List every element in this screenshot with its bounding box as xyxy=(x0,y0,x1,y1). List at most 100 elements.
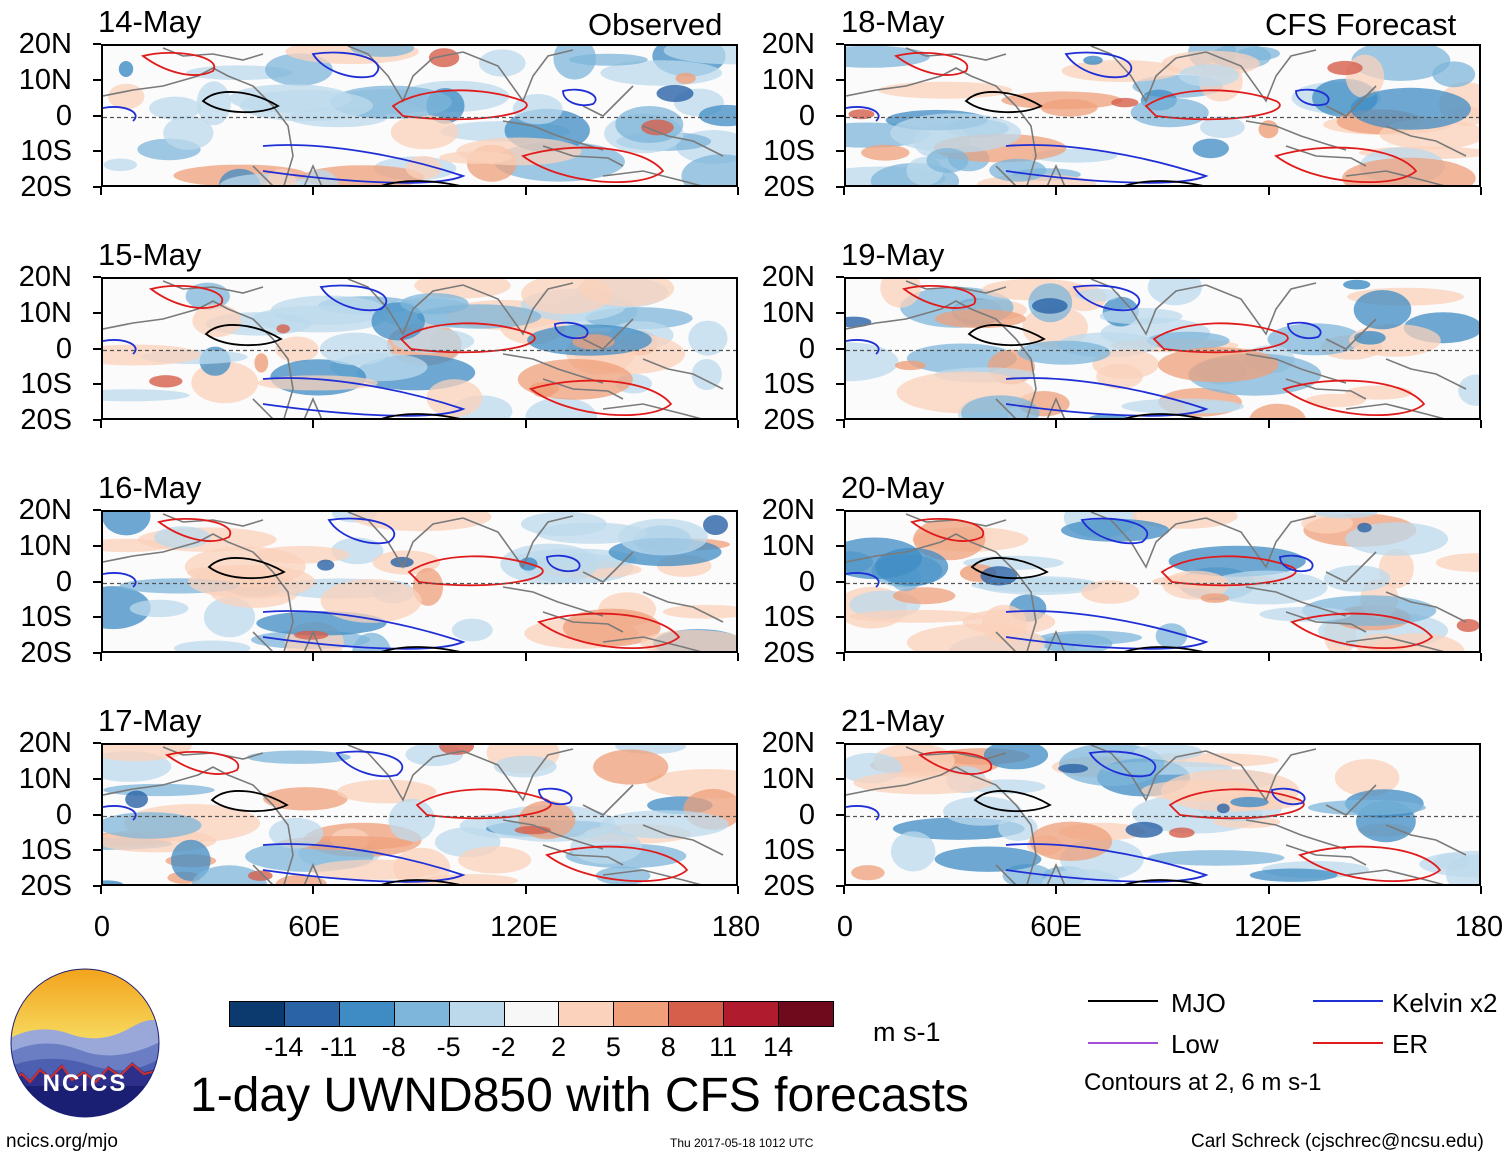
kelvin-contour xyxy=(262,377,466,417)
anomaly-shading xyxy=(851,865,885,881)
kelvin-contour xyxy=(1005,377,1209,417)
ncics-logo: NCICS xyxy=(10,968,160,1118)
coastline xyxy=(103,67,294,185)
anomaly-core xyxy=(1357,522,1372,533)
y-tick xyxy=(836,777,844,780)
coastline xyxy=(502,819,604,850)
x-tick xyxy=(100,886,102,894)
anomaly-shading xyxy=(129,599,189,618)
anomaly-shading xyxy=(154,526,211,549)
y-tick xyxy=(836,186,844,188)
anomaly-shading xyxy=(890,113,1022,153)
kelvin-contour xyxy=(311,51,380,79)
anomaly-shading xyxy=(1161,769,1300,812)
coastline xyxy=(347,279,464,336)
coastline xyxy=(846,67,1037,185)
map-panel xyxy=(101,44,738,187)
y-tick xyxy=(836,276,844,278)
x-tick xyxy=(737,653,739,661)
y-tick-label: 0 xyxy=(55,99,72,132)
coastline xyxy=(642,591,724,623)
anomaly-core xyxy=(1083,55,1103,65)
anomaly-shading xyxy=(191,865,267,884)
anomaly-shading xyxy=(1353,290,1412,330)
map-panel xyxy=(844,44,1481,187)
y-tick-label: 20S xyxy=(763,171,815,203)
coastline xyxy=(103,766,294,884)
y-tick xyxy=(836,150,844,153)
mjo-contour xyxy=(1124,413,1203,418)
er-contour xyxy=(537,612,681,650)
map-panel-graphic xyxy=(103,512,736,651)
anomaly-core xyxy=(1200,593,1230,603)
colorbar-segment xyxy=(283,1001,340,1027)
anomaly-shading xyxy=(943,796,1022,826)
anomaly-shading xyxy=(257,375,378,391)
anomaly-shading xyxy=(1345,522,1448,556)
anomaly-shading xyxy=(187,565,277,581)
anomaly-core xyxy=(980,566,1018,586)
anomaly-shading xyxy=(1158,347,1279,383)
anomaly-core xyxy=(1058,763,1089,774)
coastline xyxy=(303,396,323,418)
y-tick-label: 10N xyxy=(18,529,72,562)
mjo-contour xyxy=(973,790,1052,813)
y-tick-label: 20S xyxy=(20,637,72,669)
kelvin-contour xyxy=(846,572,880,588)
ncics-logo-graphic xyxy=(10,968,160,1118)
mjo-contour xyxy=(381,180,460,185)
legend-swatch-kelvin xyxy=(1313,1000,1383,1002)
coastline xyxy=(602,170,702,185)
anomaly-core xyxy=(254,353,269,373)
y-tick-label: 20N xyxy=(18,494,72,526)
mjo-contour xyxy=(1124,646,1203,651)
anomaly-shading xyxy=(663,46,736,65)
colorbar-label: -14 xyxy=(264,1032,304,1062)
map-panel-graphic xyxy=(103,279,736,418)
y-tick-label: 0 xyxy=(55,332,72,365)
kelvin-contour xyxy=(1271,787,1306,805)
map-panel xyxy=(101,510,738,653)
x-tick xyxy=(843,187,845,195)
anomaly-shading xyxy=(934,846,1042,872)
anomaly-core xyxy=(1111,97,1139,108)
anomaly-shading xyxy=(572,334,615,350)
y-tick xyxy=(93,616,101,619)
y-tick-label: 10N xyxy=(761,762,815,795)
x-tick-label: 0 xyxy=(836,911,854,943)
anomaly-shading xyxy=(934,309,1026,329)
mjo-contour xyxy=(964,91,1043,114)
x-tick xyxy=(1267,420,1270,428)
panel-date-label: 15-May xyxy=(98,237,202,272)
anomaly-shading xyxy=(1206,570,1328,605)
logo-text: NCICS xyxy=(42,1070,128,1097)
y-tick-label: 20S xyxy=(763,637,815,669)
coastline xyxy=(1205,515,1317,569)
x-tick xyxy=(100,420,102,428)
anomaly-shading xyxy=(1017,340,1111,365)
kelvin-contour xyxy=(1287,321,1322,339)
anomaly-shading xyxy=(1249,868,1338,882)
coastline xyxy=(1385,591,1467,623)
coastline xyxy=(602,403,702,418)
anomaly-shading xyxy=(846,46,930,68)
anomaly-shading xyxy=(493,755,557,778)
er-contour xyxy=(391,89,528,121)
anomaly-core xyxy=(390,556,414,568)
coastline xyxy=(1325,85,1377,117)
coastline xyxy=(162,47,264,61)
anomaly-shading xyxy=(846,342,899,382)
anomaly-shading xyxy=(1458,374,1479,406)
y-tick-label: 20N xyxy=(761,28,815,60)
kelvin-contour xyxy=(319,284,388,312)
er-contour xyxy=(1160,555,1297,587)
anomaly-shading xyxy=(1323,565,1391,592)
anomaly-shading xyxy=(103,344,202,366)
coastline xyxy=(542,145,624,167)
legend-label-low: Low xyxy=(1171,1029,1219,1059)
coastline xyxy=(162,513,264,527)
anomaly-shading xyxy=(1061,60,1181,82)
er-contour xyxy=(399,322,536,354)
anomaly-shading xyxy=(393,847,451,884)
coastline xyxy=(1090,46,1207,103)
